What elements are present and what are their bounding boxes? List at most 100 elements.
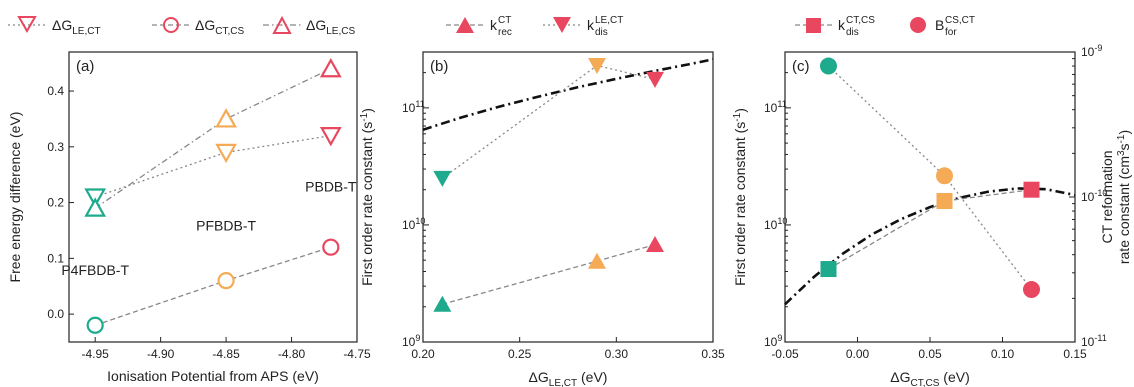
material-labels: P4FBDB-T PFBDB-T PBDB-T <box>61 178 357 278</box>
x-tick-label: 0.00 <box>846 347 870 361</box>
data-point-B_for <box>936 167 953 185</box>
x-axis-title-b: ΔGLE,CT (eV) <box>529 369 608 387</box>
data-point-k_dis <box>936 193 953 210</box>
material-label: P4FBDB-T <box>61 262 129 278</box>
svg-text:ΔGLE,CT: ΔGLE,CT <box>52 17 101 37</box>
y-tick-label: 0.2 <box>47 196 64 210</box>
x-tick-label: -4.85 <box>212 347 240 361</box>
y-axis-title-c: First order rate constant (s-1) <box>732 108 748 286</box>
legend-marker-triangle-up-filled <box>456 17 474 33</box>
legend-marker-triangle-down-filled <box>553 17 571 33</box>
y-axis-title-a: Free energy difference (eV) <box>7 112 23 283</box>
y-tick-label: 10-9 <box>1081 43 1102 59</box>
panel-b: kCT rec kLE,CT dis 0.20 0.25 0.30 0.35 109 1010… <box>359 15 725 387</box>
legend-b-k-rec: kCT rec <box>446 15 512 38</box>
x-tick-label: -0.05 <box>771 347 799 361</box>
series-line-dG_LE_CS <box>94 68 332 209</box>
data-point-k_rec <box>646 236 664 253</box>
x-tick-label: 0.35 <box>701 347 725 361</box>
plot-frame-b <box>422 51 714 343</box>
series-a <box>84 57 342 334</box>
data-point-dG_CT_CS <box>217 272 235 290</box>
plot-frame-a <box>68 51 358 343</box>
legend-b: kCT rec kLE,CT dis <box>446 15 623 38</box>
x-axis-title-c: ΔGCT,CS (eV) <box>890 369 970 387</box>
data-point-dG_LE_CT <box>319 127 342 147</box>
y-tick-label: 1010 <box>764 216 787 232</box>
data-point-k_dis <box>820 261 837 278</box>
data-point-B_for <box>820 57 837 75</box>
y-axis-title-b: First order rate constant (s-1) <box>359 108 375 286</box>
x-tick-label: -4.90 <box>147 347 175 361</box>
data-point-k_dis <box>433 170 452 187</box>
y-tick-label: 0.3 <box>47 140 64 154</box>
y-tick-label: 0.1 <box>47 251 64 265</box>
data-point-k_dis <box>1023 181 1040 198</box>
legend-c-b-for: BCS,CT for <box>910 15 975 38</box>
data-point-B_for <box>1023 281 1040 299</box>
y-tick-label: 0.0 <box>47 307 64 321</box>
series-line-dG_CT_CS <box>94 246 332 326</box>
data-point-k_rec <box>433 295 452 312</box>
y-tick-label: 1010 <box>402 216 425 232</box>
panel-label-b: (b) <box>430 58 448 75</box>
x-tick-label: -4.95 <box>82 347 110 361</box>
x-tick-label: 0.30 <box>605 347 629 361</box>
y-tick-label: 1011 <box>402 99 425 115</box>
svg-text:ΔGCT,CS: ΔGCT,CS <box>195 17 244 37</box>
x-tick-label: 0.05 <box>918 347 942 361</box>
legend-marker-circle-filled <box>910 17 926 33</box>
x-tick-label: 0.15 <box>1063 347 1087 361</box>
legend-c: kCT,CS dis BCS,CT for <box>795 15 975 38</box>
axis-ticks-c: -0.05 0.00 0.05 0.10 0.15 109 1010 1011 10-9 10-1… <box>764 43 1107 361</box>
y-tick-label: 109 <box>764 333 782 349</box>
data-point-dG_CT_CS <box>322 238 340 256</box>
panel-a: ΔGLE,CT ΔGCT,CS ΔGLE,CS -4.95 -4.90 -4.85-… <box>7 15 371 384</box>
panel-c: kCT,CS dis BCS,CT for -0.05 0.00 0.05 0.10 0.1… <box>732 15 1132 387</box>
series-line-k_rec <box>442 243 656 305</box>
material-label: PFBDB-T <box>196 217 256 233</box>
data-point-dG_LE_CT <box>215 143 237 164</box>
x-tick-label: -4.80 <box>278 347 306 361</box>
y-tick-label: 10-10 <box>1081 188 1107 204</box>
series-line-k_dis <box>828 189 1032 270</box>
data-point-dG_CT_CS <box>86 316 104 334</box>
legend-c-k-dis: kCT,CS dis <box>795 15 875 38</box>
x-tick-label: -4.75 <box>343 347 371 361</box>
x-tick-label: 0.10 <box>991 347 1015 361</box>
legend-marker-triangle-up <box>272 15 292 34</box>
material-label: PBDB-T <box>305 178 357 194</box>
data-point-k_dis <box>588 58 606 75</box>
y-tick-label: 0.4 <box>47 84 64 98</box>
series-line-k_dis <box>441 64 656 179</box>
axis-ticks-b: 0.20 0.25 0.30 0.35 109 1010 1011 <box>402 51 725 361</box>
legend-a-dg-le-ct: ΔGLE,CT <box>8 16 101 37</box>
data-point-k_dis <box>646 71 664 88</box>
series-c <box>784 57 1076 306</box>
panel-label-a: (a) <box>76 58 94 75</box>
legend-marker-square-filled <box>806 18 821 33</box>
y-tick-label: 10-11 <box>1081 333 1107 349</box>
svg-text:ΔGLE,CS: ΔGLE,CS <box>306 17 355 37</box>
x-tick-label: 0.20 <box>411 347 435 361</box>
fit-line <box>422 58 714 131</box>
legend-marker-circle <box>163 17 179 33</box>
x-tick-label: 0.25 <box>508 347 532 361</box>
legend-b-k-dis: kLE,CT dis <box>543 15 623 38</box>
y-tick-label: 109 <box>402 333 420 349</box>
y2-axis-title-c-line1: CT reformation <box>1099 150 1115 243</box>
series-line-B_for <box>828 65 1033 290</box>
y-tick-label: 1011 <box>764 99 787 115</box>
data-point-dG_LE_CS <box>84 197 107 217</box>
y2-axis-title-c-line2: rate constant (cm3s-1) <box>1116 130 1132 264</box>
legend-a-dg-le-cs: ΔGLE,CS <box>263 15 355 37</box>
axis-ticks-a: -4.95 -4.90 -4.85 -4.80 -4.75 0.0 0.1 0.2 0.3 0.4 <box>47 84 371 361</box>
panel-label-c: (c) <box>792 58 810 75</box>
data-point-dG_LE_CS <box>319 57 342 78</box>
legend-a-dg-ct-cs: ΔGCT,CS <box>152 17 244 37</box>
